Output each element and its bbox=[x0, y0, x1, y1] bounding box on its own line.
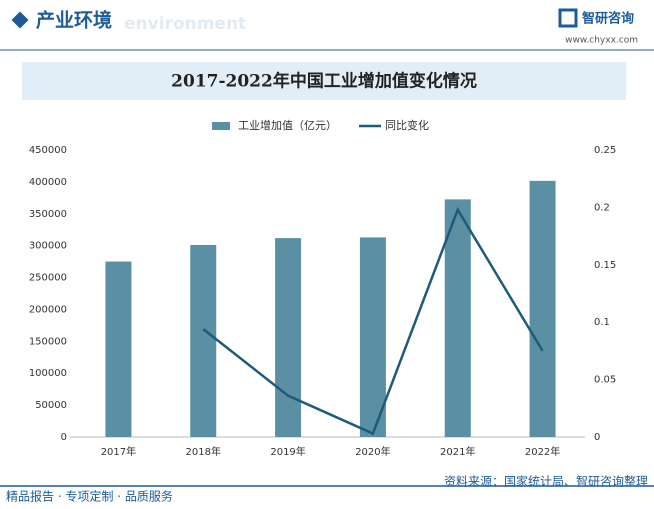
bar bbox=[359, 237, 386, 437]
y-tick-label: 250000 bbox=[29, 273, 67, 284]
line bbox=[202, 206, 544, 436]
legend-swatch bbox=[212, 122, 230, 130]
x-tick-label: 2018年 bbox=[186, 445, 221, 458]
logo-icon bbox=[558, 8, 578, 28]
y-tick-label: 350000 bbox=[29, 209, 67, 220]
legend-label: 工业增加值（亿元） bbox=[238, 118, 337, 132]
bar bbox=[529, 180, 556, 437]
x-tick-label: 2017年 bbox=[101, 445, 136, 458]
chart-title: 2017-2022年中国工业增加值变化情况 bbox=[171, 71, 477, 92]
y-tick-label: 50000 bbox=[35, 400, 67, 411]
title-box bbox=[22, 62, 626, 100]
x-tick-label: 2019年 bbox=[270, 445, 305, 458]
y-tick-label: 200000 bbox=[29, 304, 67, 315]
x-tick-label: 2021年 bbox=[440, 445, 475, 458]
url: www.chyxx.com bbox=[565, 36, 638, 46]
y2-tick-label: 0.25 bbox=[594, 145, 616, 156]
y2-tick-label: 0 bbox=[594, 432, 600, 443]
legend-label: 同比变化 bbox=[385, 118, 429, 132]
footer-left: 精品报告 · 专项定制 · 品质服务 bbox=[6, 489, 173, 504]
y-tick-label: 400000 bbox=[29, 177, 67, 188]
bar bbox=[190, 244, 217, 437]
y-tick-label: 450000 bbox=[29, 145, 67, 156]
y2-tick-label: 0.15 bbox=[594, 260, 616, 271]
y2-tick-label: 0.05 bbox=[594, 375, 616, 386]
section-title: 产业环境 bbox=[36, 9, 112, 32]
y-tick-label: 150000 bbox=[29, 336, 67, 347]
x-tick-label: 2020年 bbox=[355, 445, 390, 458]
watermark: environment bbox=[124, 14, 246, 34]
y-tick-label: 300000 bbox=[29, 241, 67, 252]
source: 资料来源：国家统计局、智研咨询整理 bbox=[444, 474, 648, 489]
diamond-icon bbox=[11, 11, 29, 29]
bar bbox=[444, 199, 471, 437]
y2-tick-label: 0.2 bbox=[594, 202, 610, 213]
logo: 智研咨询 bbox=[582, 11, 634, 27]
bar bbox=[275, 238, 302, 437]
x-tick-label: 2022年 bbox=[525, 445, 560, 458]
y2-tick-label: 0.1 bbox=[594, 317, 610, 328]
y-tick-label: 100000 bbox=[29, 368, 67, 379]
y-tick-label: 0 bbox=[61, 432, 67, 443]
bar bbox=[105, 261, 132, 437]
